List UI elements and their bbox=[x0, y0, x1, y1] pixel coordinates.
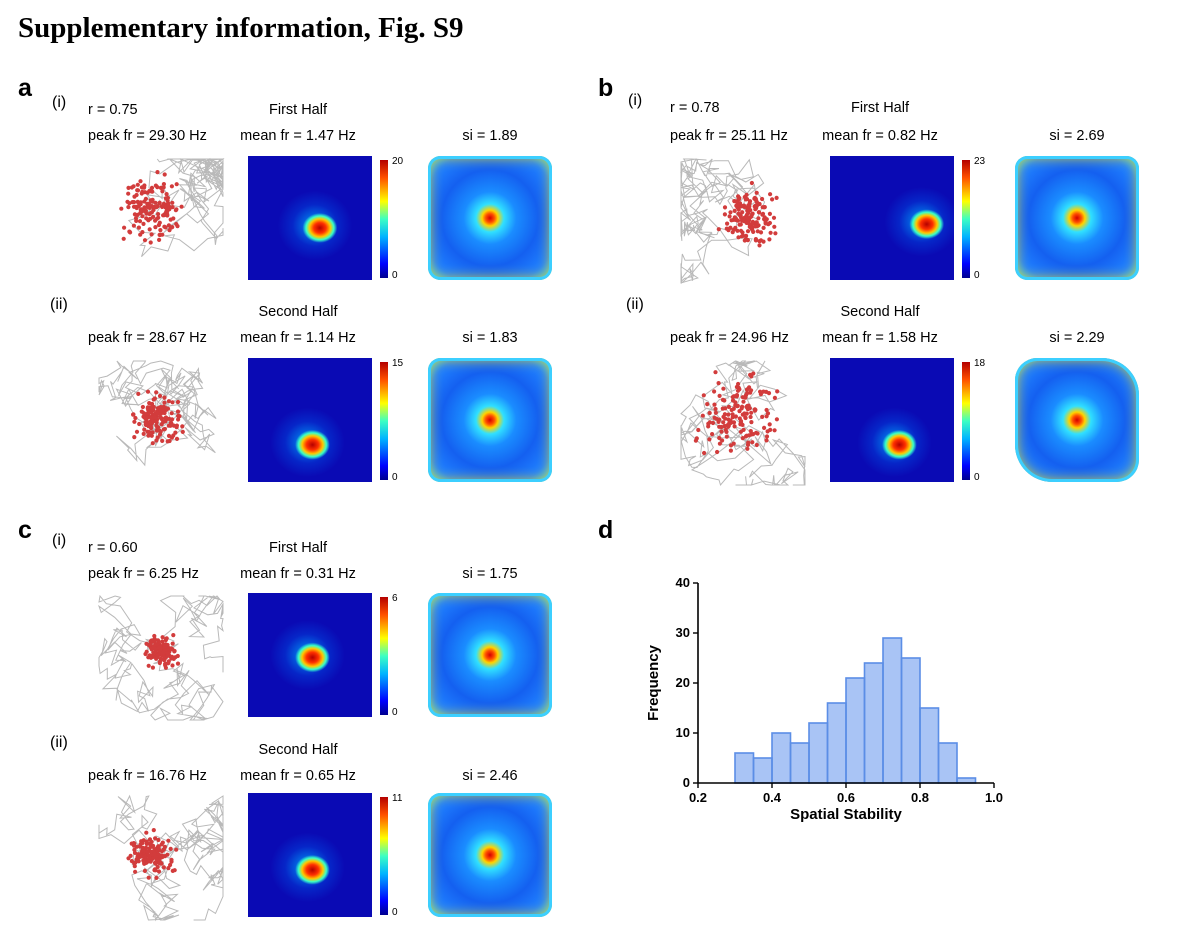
a-second-colorbar bbox=[380, 362, 388, 480]
b-second-rate-map bbox=[830, 358, 954, 482]
x-tick-label: 0.4 bbox=[763, 790, 782, 805]
b-second-section-title: Second Half bbox=[840, 304, 920, 320]
panel-b-label: b bbox=[598, 74, 614, 102]
c-second-peak-fr-text: peak fr = 16.76 Hz bbox=[88, 768, 207, 784]
c-second-colorbar-min: 0 bbox=[392, 907, 398, 918]
b-second-autocorrelogram bbox=[1015, 358, 1139, 482]
c-second-autocorrelogram bbox=[428, 793, 552, 917]
c-first-section-title: First Half bbox=[269, 540, 327, 556]
a-second-roman-label: (ii) bbox=[50, 296, 68, 313]
a-first-autocorrelogram bbox=[428, 156, 552, 280]
c-second-trajectory-plot bbox=[98, 794, 224, 922]
panel-d-label: d bbox=[598, 516, 614, 544]
a-first-section-title: First Half bbox=[269, 102, 327, 118]
c-second-si-text: si = 2.46 bbox=[462, 768, 518, 784]
x-tick-label: 1.0 bbox=[985, 790, 1003, 805]
c-first-peak-fr-text: peak fr = 6.25 Hz bbox=[88, 566, 199, 582]
a-first-colorbar bbox=[380, 160, 388, 278]
y-tick-label: 0 bbox=[683, 775, 690, 790]
c-first-roman-label: (i) bbox=[52, 532, 67, 549]
x-tick-label: 0.6 bbox=[837, 790, 855, 805]
y-tick-label: 20 bbox=[676, 675, 690, 690]
a-first-colorbar-min: 0 bbox=[392, 270, 398, 281]
c-second-section-title: Second Half bbox=[258, 742, 338, 758]
c-second-colorbar-max: 11 bbox=[392, 793, 403, 804]
b-second-colorbar-min: 0 bbox=[974, 472, 980, 483]
panel-a-label: a bbox=[18, 74, 32, 102]
b-second-mean-fr-text: mean fr = 1.58 Hz bbox=[822, 330, 938, 346]
b-first-peak-fr-text: peak fr = 25.11 Hz bbox=[670, 128, 788, 144]
a-second-section-title: Second Half bbox=[258, 304, 338, 320]
a-first-trajectory-plot bbox=[119, 157, 225, 258]
b-first-autocorrelogram bbox=[1015, 156, 1139, 280]
c-first-colorbar-max: 6 bbox=[392, 593, 398, 604]
b-first-si-text: si = 2.69 bbox=[1049, 128, 1105, 144]
a-second-autocorrelogram bbox=[428, 358, 552, 482]
b-first-colorbar-max: 23 bbox=[974, 156, 986, 167]
c-second-mean-fr-text: mean fr = 0.65 Hz bbox=[240, 768, 356, 784]
figure-title: Supplementary information, Fig. S9 bbox=[18, 12, 464, 44]
c-second-colorbar bbox=[380, 797, 388, 915]
a-second-colorbar-max: 15 bbox=[392, 358, 404, 369]
x-tick-label: 0.2 bbox=[689, 790, 707, 805]
y-axis-label: Frequency bbox=[645, 644, 662, 721]
a-second-peak-fr-text: peak fr = 28.67 Hz bbox=[88, 330, 207, 346]
c-first-mean-fr-text: mean fr = 0.31 Hz bbox=[240, 566, 356, 582]
panel-c-label: c bbox=[18, 516, 32, 544]
b-second-colorbar bbox=[962, 362, 970, 480]
y-tick-label: 10 bbox=[676, 725, 690, 740]
a-second-mean-fr-text: mean fr = 1.14 Hz bbox=[240, 330, 356, 346]
b-second-roman-label: (ii) bbox=[626, 296, 644, 313]
b-second-trajectory-plot bbox=[680, 360, 806, 487]
a-first-si-text: si = 1.89 bbox=[462, 128, 518, 144]
a-second-trajectory-plot bbox=[98, 360, 217, 467]
b-first-colorbar bbox=[962, 160, 970, 278]
spatial-stability-histogram: 0 10 20 30 40 0.2 0.4 0.6 0.8 1.0 Spatial Stabilit… bbox=[645, 575, 1003, 823]
a-first-mean-fr-text: mean fr = 1.47 Hz bbox=[240, 128, 356, 144]
a-first-roman-label: (i) bbox=[52, 94, 67, 111]
b-first-mean-fr-text: mean fr = 0.82 Hz bbox=[822, 128, 938, 144]
x-axis-label: Spatial Stability bbox=[790, 806, 902, 823]
b-first-roman-label: (i) bbox=[628, 92, 643, 109]
a-first-peak-fr-text: peak fr = 29.30 Hz bbox=[88, 128, 207, 144]
a-first-colorbar-max: 20 bbox=[392, 156, 404, 167]
b-first-trajectory-plot bbox=[680, 158, 779, 285]
c-first-colorbar-min: 0 bbox=[392, 707, 398, 718]
b-second-peak-fr-text: peak fr = 24.96 Hz bbox=[670, 330, 789, 346]
a-second-si-text: si = 1.83 bbox=[462, 330, 518, 346]
c-second-rate-map bbox=[248, 793, 372, 917]
c-first-trajectory-plot bbox=[97, 594, 224, 721]
a-second-rate-map bbox=[248, 358, 372, 482]
x-tick-label: 0.8 bbox=[911, 790, 929, 805]
histogram-area bbox=[735, 638, 976, 783]
c-first-rate-map bbox=[248, 593, 372, 717]
b-second-colorbar-max: 18 bbox=[974, 358, 986, 369]
a-first-correlation-text: r = 0.75 bbox=[88, 102, 138, 118]
c-first-colorbar bbox=[380, 597, 388, 715]
a-first-rate-map bbox=[248, 156, 372, 280]
b-first-section-title: First Half bbox=[851, 100, 909, 116]
c-first-si-text: si = 1.75 bbox=[462, 566, 518, 582]
c-first-autocorrelogram bbox=[428, 593, 552, 717]
b-second-si-text: si = 2.29 bbox=[1049, 330, 1105, 346]
y-tick-label: 30 bbox=[676, 625, 690, 640]
b-first-colorbar-min: 0 bbox=[974, 270, 980, 281]
y-tick-label: 40 bbox=[676, 575, 690, 590]
c-first-correlation-text: r = 0.60 bbox=[88, 540, 138, 556]
c-second-roman-label: (ii) bbox=[50, 734, 68, 751]
a-second-colorbar-min: 0 bbox=[392, 472, 398, 483]
b-first-rate-map bbox=[830, 156, 954, 280]
b-first-correlation-text: r = 0.78 bbox=[670, 100, 720, 116]
